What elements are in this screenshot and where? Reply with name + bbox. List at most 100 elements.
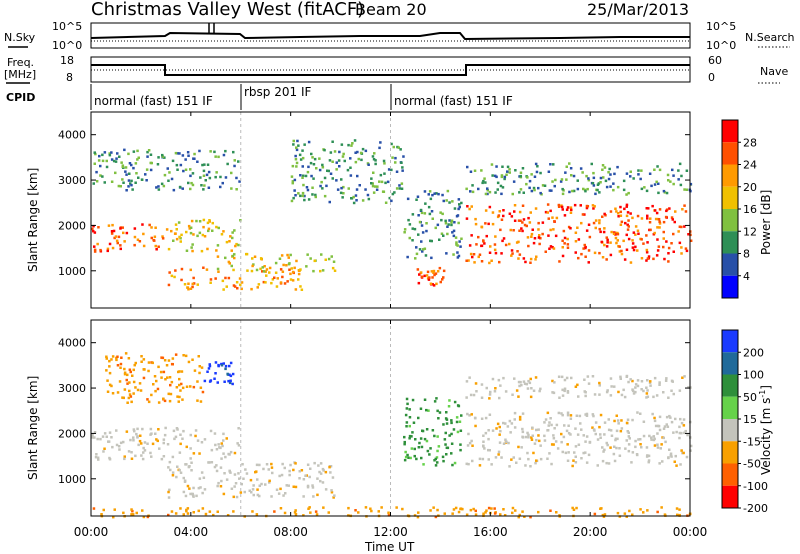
velocity-cell [563, 424, 566, 427]
velocity-cell [167, 496, 171, 499]
power-cell [195, 219, 198, 223]
velocity-cell [603, 421, 607, 424]
power-cell [615, 241, 618, 245]
power-cell [619, 205, 622, 209]
velocity-cell [201, 390, 205, 394]
power-cell [401, 169, 404, 172]
velocity-cell [538, 439, 541, 443]
power-cell [662, 220, 666, 224]
power-cell [457, 254, 461, 258]
velocity-cell [616, 511, 620, 515]
velocity-cell [171, 474, 175, 477]
power-cell [261, 266, 264, 269]
power-cell [349, 166, 352, 169]
velocity-cell [262, 467, 265, 471]
velocity-cell [678, 436, 681, 440]
power-cell [605, 185, 609, 189]
velocity-cell [187, 360, 191, 364]
velocity-cell [466, 444, 470, 447]
power-cell [189, 287, 193, 290]
power-cell [517, 257, 520, 260]
power-cell [618, 245, 621, 248]
power-cell [419, 208, 423, 212]
power-cell [202, 188, 205, 191]
velocity-cell [426, 449, 430, 453]
velocity-cell [122, 440, 125, 444]
power-cell [522, 257, 526, 260]
velocity-cell [170, 380, 174, 384]
power-cell [585, 174, 588, 178]
power-cell [355, 199, 358, 202]
velocity-cell [333, 494, 336, 497]
power-cell [224, 256, 227, 260]
velocity-cell [412, 421, 416, 424]
velocity-cell [132, 380, 136, 384]
velocity-cell [408, 437, 411, 440]
velocity-cell [518, 457, 522, 460]
velocity-cell [214, 361, 218, 364]
velocity-cell [460, 414, 463, 417]
velocity-cell [593, 393, 597, 396]
power-cell [620, 249, 623, 253]
velocity-cell [433, 400, 437, 403]
velocity-cell [471, 444, 474, 447]
power-cell [560, 178, 564, 181]
power-cell [108, 153, 112, 157]
power-cell [448, 219, 451, 222]
power-cell [417, 281, 421, 285]
velocity-cell [408, 424, 411, 428]
power-cell [403, 231, 406, 234]
power-cell [646, 217, 649, 220]
power-cell [382, 159, 386, 163]
velocity-cell [434, 464, 438, 467]
power-cell [427, 205, 431, 209]
power-cell [130, 163, 133, 167]
power-cell [656, 238, 659, 241]
power-cell [190, 246, 193, 249]
velocity-cell [534, 461, 537, 465]
power-cell [364, 188, 367, 191]
velocity-cell [161, 356, 165, 360]
velocity-cell [444, 443, 447, 446]
velocity-cell [631, 388, 634, 391]
power-cell [570, 208, 573, 212]
power-cell [391, 192, 395, 196]
velocity-ytick-label: 3000 [58, 382, 86, 395]
power-cell [187, 154, 190, 157]
velocity-cell [283, 511, 287, 515]
velocity-cell [287, 484, 290, 487]
velocity-cell [598, 384, 601, 387]
velocity-cell [160, 457, 164, 461]
power-cell [512, 229, 515, 232]
power-cell [301, 191, 305, 195]
power-cell [634, 225, 638, 228]
velocity-cell [102, 508, 105, 512]
power-cell [495, 165, 498, 168]
power-cell [262, 280, 266, 284]
velocity-cell [178, 370, 181, 373]
velocity-cell [403, 435, 406, 439]
power-cell [312, 177, 315, 180]
power-cell [107, 224, 111, 227]
velocity-cell [138, 439, 142, 443]
velocity-cell [609, 429, 613, 432]
velocity-cell [225, 437, 228, 440]
power-cell [662, 189, 666, 193]
power-cell [179, 163, 183, 167]
power-cell [484, 209, 488, 212]
velocity-cell [240, 482, 243, 486]
velocity-cell [459, 443, 462, 446]
power-cell [178, 152, 181, 155]
power-cell [295, 146, 298, 149]
power-cell [124, 166, 128, 169]
power-cell [275, 285, 279, 288]
cpid-segment-2: rbsp 201 IF [244, 85, 311, 99]
velocity-cell [660, 443, 663, 446]
nsky-panel-frame [90, 22, 691, 49]
power-cell [569, 167, 573, 170]
power-cell [587, 178, 591, 182]
power-cell [312, 269, 315, 273]
velocity-cell [108, 359, 111, 363]
power-cell [488, 261, 491, 265]
